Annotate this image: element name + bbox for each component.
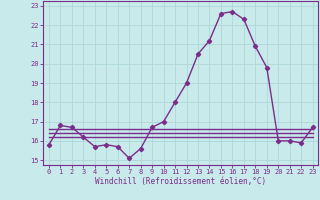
X-axis label: Windchill (Refroidissement éolien,°C): Windchill (Refroidissement éolien,°C) xyxy=(95,177,266,186)
